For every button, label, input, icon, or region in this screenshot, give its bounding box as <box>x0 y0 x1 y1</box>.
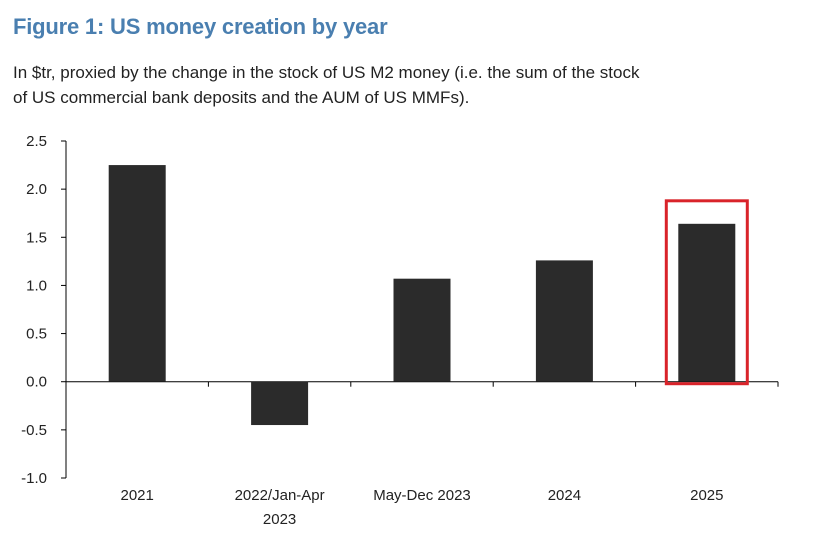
y-tick-label: 0.5 <box>26 326 47 343</box>
y-tick-label: 1.0 <box>26 277 47 294</box>
bar <box>535 260 593 382</box>
x-category-label: 2022/Jan-Apr <box>235 487 325 504</box>
x-category-label: May-Dec 2023 <box>373 487 471 504</box>
y-tick-label: -0.5 <box>21 422 47 439</box>
bar <box>678 223 736 382</box>
x-category-label: 2023 <box>263 511 296 528</box>
y-tick-label: 2.0 <box>26 181 47 198</box>
chart-subtitle: In $tr, proxied by the change in the sto… <box>13 60 803 110</box>
chart-title: Figure 1: US money creation by year <box>13 14 388 39</box>
subtitle-line-2: of US commercial bank deposits and the A… <box>13 88 470 107</box>
bar <box>108 165 166 382</box>
y-tick-label: -1.0 <box>21 470 47 487</box>
x-category-label: 2025 <box>690 487 723 504</box>
subtitle-line-1: In $tr, proxied by the change in the sto… <box>13 63 640 82</box>
y-tick-label: 1.5 <box>26 229 47 246</box>
y-tick-label: 0.0 <box>26 374 47 391</box>
highlight-box <box>664 199 749 386</box>
x-category-label: 2021 <box>121 487 154 504</box>
y-tick-label: 2.5 <box>26 133 47 150</box>
bar <box>251 381 309 426</box>
x-category-label: 2024 <box>548 487 581 504</box>
bar <box>393 278 451 382</box>
